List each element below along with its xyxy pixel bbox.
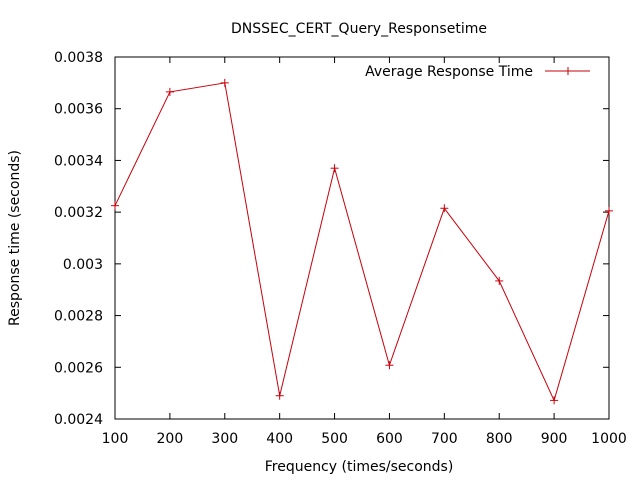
data-point (111, 201, 119, 210)
y-tick-label: 0.0026 (54, 360, 103, 376)
x-axis: 100 200 300 400 500 600 700 800 900 1000 (102, 57, 627, 447)
x-tick-label: 500 (321, 431, 348, 447)
x-tick-label: 200 (157, 431, 184, 447)
data-point (440, 204, 449, 213)
y-tick-label: 0.0028 (54, 309, 103, 325)
x-tick-label: 100 (102, 431, 129, 447)
y-tick-label: 0.0036 (54, 102, 103, 118)
y-tick-label: 0.0024 (54, 412, 103, 428)
data-point (220, 78, 229, 87)
x-tick-label: 900 (541, 431, 568, 447)
series-average-response-time (111, 78, 613, 405)
legend: Average Response Time (365, 64, 590, 80)
y-tick-label: 0.0034 (54, 153, 103, 169)
x-tick-label: 1000 (591, 431, 627, 447)
data-point (495, 276, 504, 285)
x-axis-label: Frequency (times/seconds) (265, 459, 454, 475)
x-tick-label: 800 (486, 431, 513, 447)
data-point (550, 396, 559, 405)
data-point (165, 87, 174, 96)
y-axis: 0.0024 0.0026 0.0028 0.003 0.0032 0.0034 0.003… (54, 50, 609, 428)
x-tick-label: 700 (431, 431, 458, 447)
y-tick-label: 0.003 (63, 257, 103, 273)
series-line (114, 82, 610, 402)
y-axis-label: Response time (seconds) (7, 150, 23, 326)
chart-title: DNSSEC_CERT_Query_Responsetime (231, 21, 487, 37)
y-tick-label: 0.0038 (54, 50, 103, 66)
x-tick-label: 400 (266, 431, 293, 447)
data-point (275, 391, 284, 400)
x-tick-label: 300 (211, 431, 238, 447)
plot-area-frame (114, 56, 610, 420)
data-point (385, 361, 394, 370)
legend-label: Average Response Time (365, 64, 533, 80)
x-tick-label: 600 (376, 431, 403, 447)
data-point (330, 164, 339, 173)
y-tick-label: 0.0032 (54, 205, 103, 221)
data-point (605, 206, 613, 215)
